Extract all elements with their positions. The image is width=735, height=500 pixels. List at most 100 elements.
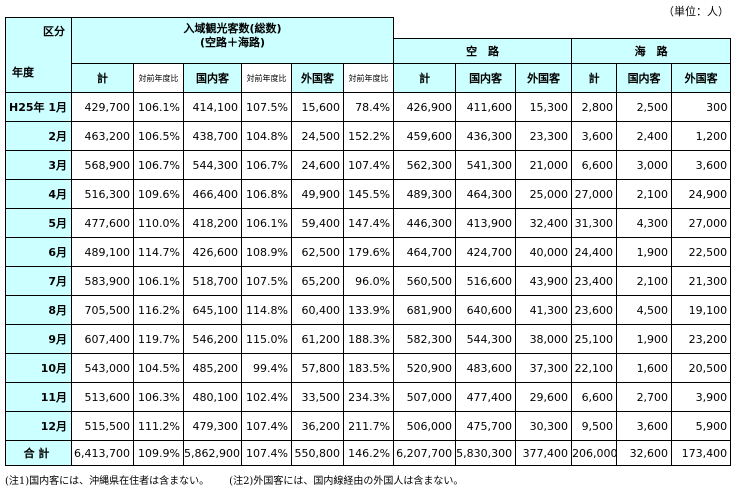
cell: 206,000 xyxy=(571,440,618,466)
cell: 2,400 xyxy=(616,121,673,151)
cell: 57,800 xyxy=(291,353,344,383)
cell: 2,100 xyxy=(616,179,673,209)
cell: 2,800 xyxy=(571,92,618,122)
cell: 147.4% xyxy=(342,208,395,238)
cell: 43,900 xyxy=(515,266,573,296)
cell: 6,600 xyxy=(571,382,618,412)
table-row: 2月 463,200 106.5% 438,700 104.8% 24,500 152.2%… xyxy=(5,121,732,151)
cell: 414,100 xyxy=(183,92,242,122)
footnote-2: (注2)外国客には、国内線経由の外国人は含まない。 xyxy=(229,476,464,487)
cell: 6,600 xyxy=(571,150,618,180)
col-yoy: 対前年度比 xyxy=(133,63,184,93)
cell: 115.0% xyxy=(241,324,292,354)
cell: 107.5% xyxy=(241,92,292,122)
cell: 6,413,700 xyxy=(71,440,134,466)
cell: 429,700 xyxy=(71,92,134,122)
cell: 507,000 xyxy=(393,382,457,412)
row-label: H25年 1月 xyxy=(5,92,72,122)
cell: 15,300 xyxy=(515,92,573,122)
cell: 49,900 xyxy=(291,179,344,209)
cell: 436,300 xyxy=(455,121,517,151)
cell: 106.5% xyxy=(133,121,184,151)
cell: 106.8% xyxy=(241,179,292,209)
cell: 516,300 xyxy=(71,179,134,209)
cell: 607,400 xyxy=(71,324,134,354)
cell: 3,000 xyxy=(616,150,673,180)
cell: 41,300 xyxy=(515,295,573,325)
cell: 133.9% xyxy=(342,295,395,325)
table-row: 4月 516,300 109.6% 466,400 106.8% 49,900 145.5%… xyxy=(5,179,732,209)
air-group-header: 空 路 xyxy=(393,37,573,65)
cell: 480,100 xyxy=(183,382,242,412)
cell: 108.9% xyxy=(241,237,292,267)
sea-group-header: 海 路 xyxy=(571,37,732,65)
cell: 19,100 xyxy=(671,295,732,325)
cell: 516,600 xyxy=(455,266,517,296)
cell: 61,200 xyxy=(291,324,344,354)
cell: 31,300 xyxy=(571,208,618,238)
col-sea-foreign: 外国客 xyxy=(671,63,732,93)
row-label: 11月 xyxy=(5,382,72,412)
cell: 106.7% xyxy=(133,150,184,180)
cell: 515,500 xyxy=(71,411,134,441)
cell: 27,000 xyxy=(571,179,618,209)
corner-header: 区分 年度 xyxy=(5,17,72,93)
row-label: 8月 xyxy=(5,295,72,325)
cell: 550,800 xyxy=(291,440,344,466)
cell: 104.8% xyxy=(241,121,292,151)
cell: 377,400 xyxy=(515,440,573,466)
cell: 23,300 xyxy=(515,121,573,151)
cell: 32,400 xyxy=(515,208,573,238)
cell: 188.3% xyxy=(342,324,395,354)
cell: 38,000 xyxy=(515,324,573,354)
cell: 544,300 xyxy=(183,150,242,180)
cell: 32,600 xyxy=(616,440,673,466)
row-label: 7月 xyxy=(5,266,72,296)
col-domestic: 国内客 xyxy=(183,63,242,93)
table-row: 3月 568,900 106.7% 544,300 106.7% 24,600 107.4%… xyxy=(5,150,732,180)
cell: 62,500 xyxy=(291,237,344,267)
table-row: 7月 583,900 106.1% 518,700 107.5% 65,200 96.0% 5… xyxy=(5,266,732,296)
cell: 5,830,300 xyxy=(455,440,517,466)
cell: 152.2% xyxy=(342,121,395,151)
cell: 33,500 xyxy=(291,382,344,412)
row-label: 2月 xyxy=(5,121,72,151)
table-body: H25年 1月 429,700 106.1% 414,100 107.5% 15,600 7… xyxy=(5,92,732,466)
cell: 475,700 xyxy=(455,411,517,441)
cell: 21,000 xyxy=(515,150,573,180)
cell: 179.6% xyxy=(342,237,395,267)
cell: 3,600 xyxy=(616,411,673,441)
cell: 211.7% xyxy=(342,411,395,441)
cell: 24,600 xyxy=(291,150,344,180)
cell: 37,300 xyxy=(515,353,573,383)
blank-spacer xyxy=(393,17,731,39)
cell: 22,100 xyxy=(571,353,618,383)
cell: 463,200 xyxy=(71,121,134,151)
cell: 705,500 xyxy=(71,295,134,325)
cell: 107.4% xyxy=(241,440,292,466)
cell: 546,200 xyxy=(183,324,242,354)
cell: 146.2% xyxy=(342,440,395,466)
cell: 6,207,700 xyxy=(393,440,457,466)
cell: 438,700 xyxy=(183,121,242,151)
cell: 27,000 xyxy=(671,208,732,238)
cell: 681,900 xyxy=(393,295,457,325)
cell: 506,000 xyxy=(393,411,457,441)
cell: 5,900 xyxy=(671,411,732,441)
corner-category-label: 区分 xyxy=(43,25,65,38)
cell: 446,300 xyxy=(393,208,457,238)
cell: 2,100 xyxy=(616,266,673,296)
total-visitors-title: 入域観光客数(総数) xyxy=(183,22,282,35)
cell: 145.5% xyxy=(342,179,395,209)
table-row: 6月 489,100 114.7% 426,600 108.9% 62,500 179.6%… xyxy=(5,237,732,267)
cell: 1,600 xyxy=(616,353,673,383)
cell: 489,300 xyxy=(393,179,457,209)
cell: 114.7% xyxy=(133,237,184,267)
col-air-foreign: 外国客 xyxy=(515,63,573,93)
row-label: 5月 xyxy=(5,208,72,238)
cell: 3,600 xyxy=(671,150,732,180)
cell: 15,600 xyxy=(291,92,344,122)
cell: 583,900 xyxy=(71,266,134,296)
cell: 106.7% xyxy=(241,150,292,180)
col-total: 計 xyxy=(71,63,134,93)
